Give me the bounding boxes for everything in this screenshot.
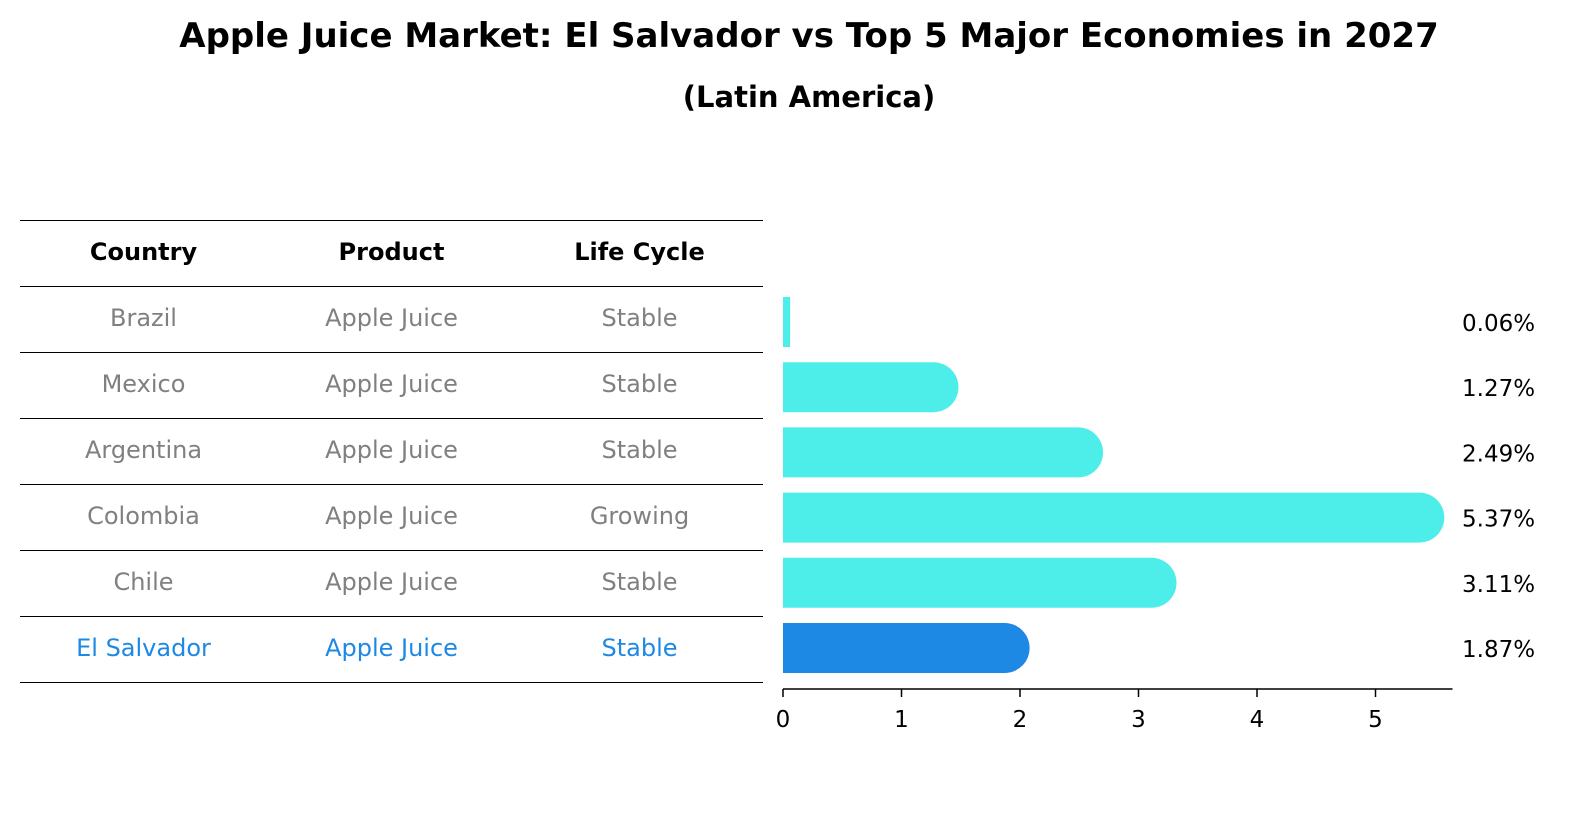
table-cell-country: Argentina xyxy=(84,436,203,464)
table-rule xyxy=(20,682,763,683)
table-cell-country: Brazil xyxy=(110,304,177,332)
table-cell-product: Apple Juice xyxy=(325,370,458,398)
chart-subtitle: (Latin America) xyxy=(682,80,936,114)
table-cell-country: Chile xyxy=(113,568,174,596)
x-tick-label: 3 xyxy=(1131,707,1146,733)
table-cell-life-cycle: Stable xyxy=(601,436,678,464)
value-label-argentina: 2.49% xyxy=(1462,441,1535,467)
table-header-life-cycle: Life Cycle xyxy=(574,238,705,266)
x-tick-label: 4 xyxy=(1250,707,1265,733)
x-tick-label: 0 xyxy=(776,707,791,733)
value-label-chile: 3.11% xyxy=(1462,572,1535,598)
table-cell-life-cycle: Stable xyxy=(601,370,678,398)
value-label-el-salvador: 1.87% xyxy=(1462,637,1535,663)
bar-el-salvador xyxy=(783,623,1030,673)
bar-mexico xyxy=(783,362,959,413)
table-cell-product: Apple Juice xyxy=(325,304,458,332)
x-tick-label: 1 xyxy=(894,707,909,733)
x-tick-label: 5 xyxy=(1368,707,1383,733)
table-header-country: Country xyxy=(89,238,198,266)
table-rule xyxy=(20,220,763,221)
table-cell-product-highlight: Apple Juice xyxy=(325,634,458,662)
value-label-colombia: 5.37% xyxy=(1462,507,1535,533)
table-cell-life-cycle-highlight: Stable xyxy=(601,634,678,662)
value-label-brazil: 0.06% xyxy=(1462,311,1535,337)
table-header-product: Product xyxy=(338,238,445,266)
table-rule xyxy=(20,352,763,353)
table-cell-product: Apple Juice xyxy=(325,568,458,596)
table-rule xyxy=(20,286,763,287)
table-rule xyxy=(20,550,763,551)
table-cell-life-cycle: Stable xyxy=(601,304,678,332)
table-cell-life-cycle: Stable xyxy=(601,568,678,596)
table-rule xyxy=(20,616,763,617)
bar-brazil xyxy=(783,297,791,347)
table-cell-country: Mexico xyxy=(101,370,186,398)
table-cell-product: Apple Juice xyxy=(325,502,458,530)
bar-chile xyxy=(783,557,1177,608)
value-label-mexico: 1.27% xyxy=(1462,376,1535,402)
table-cell-life-cycle: Growing xyxy=(589,502,690,530)
x-tick-label: 2 xyxy=(1013,707,1028,733)
table-rule xyxy=(20,418,763,419)
table-cell-country-highlight: El Salvador xyxy=(76,634,211,662)
table-cell-product: Apple Juice xyxy=(325,436,458,464)
table-cell-country: Colombia xyxy=(87,502,200,530)
table-rule xyxy=(20,484,763,485)
bar-colombia xyxy=(783,492,1445,543)
bar-argentina xyxy=(783,427,1104,478)
chart-title: Apple Juice Market: El Salvador vs Top 5… xyxy=(179,16,1439,56)
